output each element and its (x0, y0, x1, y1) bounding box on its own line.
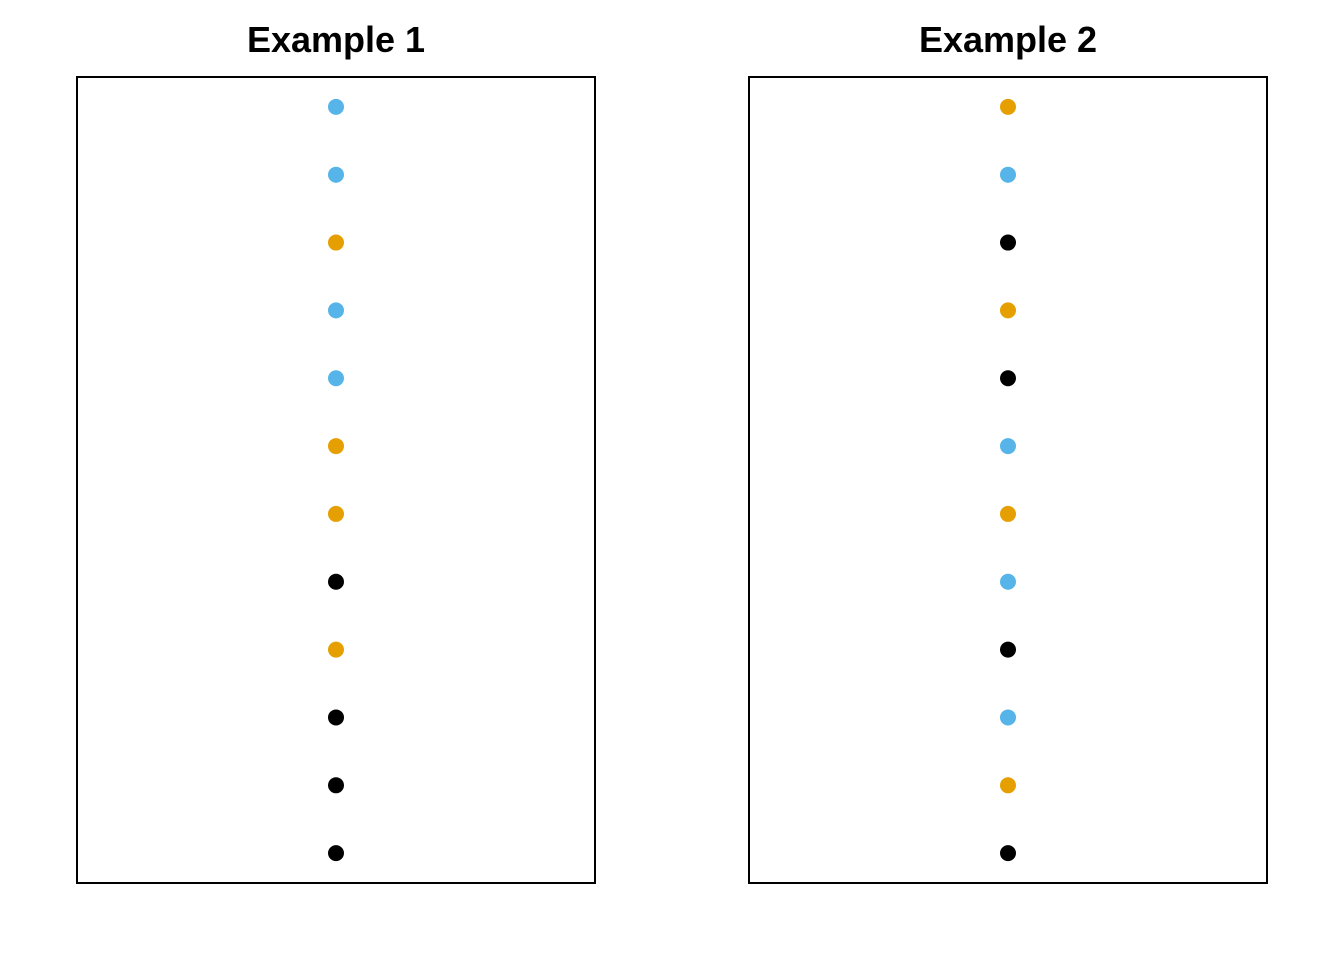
data-point (1000, 370, 1016, 387)
data-point (328, 98, 344, 115)
data-point (328, 505, 344, 522)
data-point (1000, 438, 1016, 455)
plot-frame (76, 76, 596, 884)
data-point (1000, 234, 1016, 251)
data-point (1000, 98, 1016, 115)
data-point (1000, 777, 1016, 794)
data-point (328, 166, 344, 183)
data-point (328, 234, 344, 251)
data-point (328, 438, 344, 455)
data-point (328, 845, 344, 862)
data-point (1000, 709, 1016, 726)
data-point (1000, 166, 1016, 183)
data-point (328, 370, 344, 387)
plot-frame (748, 76, 1268, 884)
data-point (328, 777, 344, 794)
panel-title: Example 1 (247, 19, 425, 60)
data-point (1000, 573, 1016, 590)
panel-example-1: Example 1 (76, 19, 596, 884)
data-point (328, 709, 344, 726)
panel-example-2: Example 2 (748, 19, 1268, 884)
panel-title: Example 2 (919, 19, 1097, 60)
points-layer (328, 98, 344, 862)
data-point (328, 302, 344, 319)
data-point (1000, 641, 1016, 658)
data-point (328, 641, 344, 658)
data-point (1000, 505, 1016, 522)
points-layer (1000, 98, 1016, 862)
data-point (1000, 302, 1016, 319)
data-point (328, 573, 344, 590)
data-point (1000, 845, 1016, 862)
